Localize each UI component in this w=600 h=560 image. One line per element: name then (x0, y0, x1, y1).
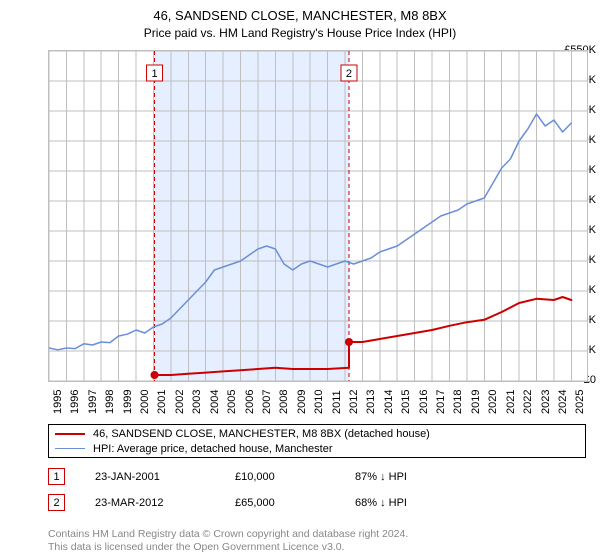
x-tick-label: 2017 (435, 390, 447, 414)
x-tick-label: 2010 (313, 390, 325, 414)
x-tick-label: 2015 (400, 390, 412, 414)
sale-marker: 1 (48, 468, 65, 485)
chart-subtitle: Price paid vs. HM Land Registry's House … (0, 26, 600, 40)
x-tick-label: 2020 (487, 390, 499, 414)
x-tick-label: 2002 (174, 390, 186, 414)
x-tick-label: 1997 (87, 390, 99, 414)
x-tick-label: 2012 (348, 390, 360, 414)
legend-item: HPI: Average price, detached house, Manc… (55, 441, 579, 456)
legend-label: 46, SANDSEND CLOSE, MANCHESTER, M8 8BX (… (93, 428, 430, 440)
x-tick-label: 2021 (505, 390, 517, 414)
x-tick-label: 2022 (522, 390, 534, 414)
chart-svg: 12 (49, 51, 587, 381)
x-tick-label: 2013 (365, 390, 377, 414)
x-tick-label: 2016 (418, 390, 430, 414)
x-tick-label: 2009 (296, 390, 308, 414)
x-tick-label: 2000 (139, 390, 151, 414)
legend-swatch (55, 448, 85, 449)
legend-label: HPI: Average price, detached house, Manc… (93, 443, 333, 455)
disclaimer-line1: Contains HM Land Registry data © Crown c… (48, 528, 408, 540)
x-tick-label: 1995 (52, 390, 64, 414)
sale-date: 23-MAR-2012 (95, 497, 205, 509)
sale-pct: 68% ↓ HPI (355, 497, 407, 509)
x-tick-label: 2004 (209, 390, 221, 414)
x-tick-label: 1998 (104, 390, 116, 414)
plot-area: 12 (48, 50, 588, 382)
sale-price: £65,000 (235, 497, 325, 509)
x-tick-label: 1999 (122, 390, 134, 414)
disclaimer-line2: This data is licensed under the Open Gov… (48, 541, 345, 553)
x-tick-label: 2019 (470, 390, 482, 414)
sale-row: 1 23-JAN-2001 £10,000 87% ↓ HPI (48, 468, 437, 485)
x-tick-label: 2024 (557, 390, 569, 414)
x-tick-label: 2008 (278, 390, 290, 414)
sale-date: 23-JAN-2001 (95, 471, 205, 483)
x-tick-label: 2025 (574, 390, 586, 414)
x-tick-label: 2007 (261, 390, 273, 414)
legend-box: 46, SANDSEND CLOSE, MANCHESTER, M8 8BX (… (48, 424, 586, 458)
x-tick-label: 2023 (540, 390, 552, 414)
sale-marker: 2 (48, 494, 65, 511)
svg-text:2: 2 (346, 68, 352, 80)
chart-root: 46, SANDSEND CLOSE, MANCHESTER, M8 8BX P… (0, 0, 600, 560)
chart-title: 46, SANDSEND CLOSE, MANCHESTER, M8 8BX (0, 8, 600, 23)
x-tick-label: 2005 (226, 390, 238, 414)
sale-pct: 87% ↓ HPI (355, 471, 407, 483)
legend-swatch (55, 433, 85, 435)
legend-item: 46, SANDSEND CLOSE, MANCHESTER, M8 8BX (… (55, 426, 579, 441)
x-tick-label: 2014 (383, 390, 395, 414)
sale-price: £10,000 (235, 471, 325, 483)
x-tick-label: 2001 (156, 390, 168, 414)
svg-text:1: 1 (151, 68, 157, 80)
x-tick-label: 1996 (69, 390, 81, 414)
sale-row: 2 23-MAR-2012 £65,000 68% ↓ HPI (48, 494, 437, 511)
disclaimer: Contains HM Land Registry data © Crown c… (48, 528, 586, 554)
x-tick-label: 2003 (191, 390, 203, 414)
x-tick-label: 2011 (331, 390, 343, 414)
x-tick-label: 2018 (452, 390, 464, 414)
x-tick-label: 2006 (244, 390, 256, 414)
